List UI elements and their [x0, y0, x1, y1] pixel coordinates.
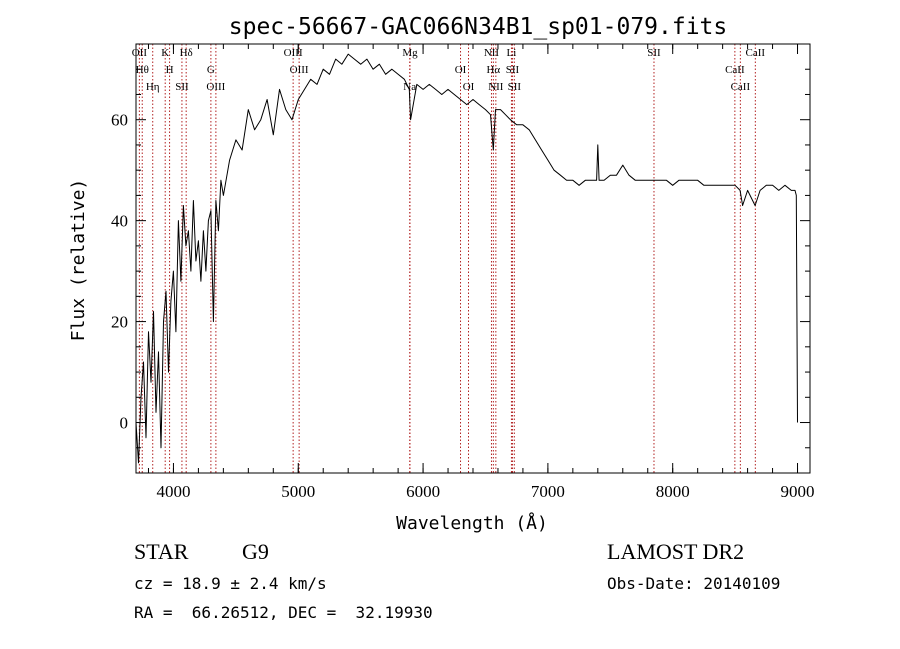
y-axis-label: Flux (relative)	[68, 179, 89, 342]
chart-title: spec-56667-GAC066N34B1_sp01-079.fits	[229, 14, 728, 40]
line-label: OI	[455, 64, 467, 76]
y-tick-label: 0	[120, 414, 129, 433]
line-label: CaII	[725, 64, 745, 76]
x-tick-label: 6000	[406, 482, 440, 501]
line-label: SII	[508, 81, 522, 93]
line-label: OI	[463, 81, 475, 93]
x-tick-label: 7000	[531, 482, 565, 501]
y-tick-label: 40	[111, 212, 128, 231]
x-tick-label: 9000	[781, 482, 815, 501]
line-label: Hθ	[136, 64, 149, 76]
line-label: NII	[488, 81, 504, 93]
line-label: Mg	[402, 47, 418, 59]
y-tick-label: 60	[111, 111, 128, 130]
axes: 4000 5000 6000 7000 8000 9000 0 20 40 60	[111, 44, 815, 501]
obs-date: Obs-Date: 20140109	[607, 574, 781, 593]
x-tick-label: 5000	[281, 482, 315, 501]
line-label: OIII	[290, 64, 309, 76]
line-label: CaII	[731, 81, 751, 93]
line-label: CaII	[746, 47, 766, 59]
x-tick-label: 4000	[156, 482, 190, 501]
line-label: NII	[484, 47, 500, 59]
line-label: SII	[647, 47, 661, 59]
x-axis-label: Wavelength (Å)	[396, 512, 548, 534]
spectrum-line	[135, 53, 798, 464]
line-label: Hδ	[180, 47, 193, 59]
line-label: SII	[506, 64, 520, 76]
line-label: Hα	[486, 64, 500, 76]
line-label: OII	[132, 47, 148, 59]
line-label: SII	[175, 81, 189, 93]
line-label: H	[166, 64, 174, 76]
plot-frame	[135, 43, 811, 474]
redshift-text: cz = 18.9 ± 2.4 km/s	[134, 574, 327, 593]
object-class: STAR	[134, 539, 189, 564]
line-label: OIII	[206, 81, 225, 93]
survey-name: LAMOST DR2	[607, 539, 745, 564]
emission-line-markers	[138, 44, 756, 473]
y-tick-label: 20	[111, 313, 128, 332]
line-label: Li	[507, 47, 517, 59]
object-subclass: G9	[242, 539, 269, 564]
coordinates: RA = 66.26512, DEC = 32.19930	[134, 603, 433, 622]
line-label: G	[207, 64, 215, 76]
emission-line-labels: OIIHθHηKHSIIHδGOIIIOIIIOIIINaMgOIOINIIHα…	[132, 47, 766, 93]
line-label: OIII	[284, 47, 303, 59]
line-label: K	[161, 47, 169, 59]
x-tick-label: 8000	[656, 482, 690, 501]
line-label: Hη	[146, 81, 160, 93]
